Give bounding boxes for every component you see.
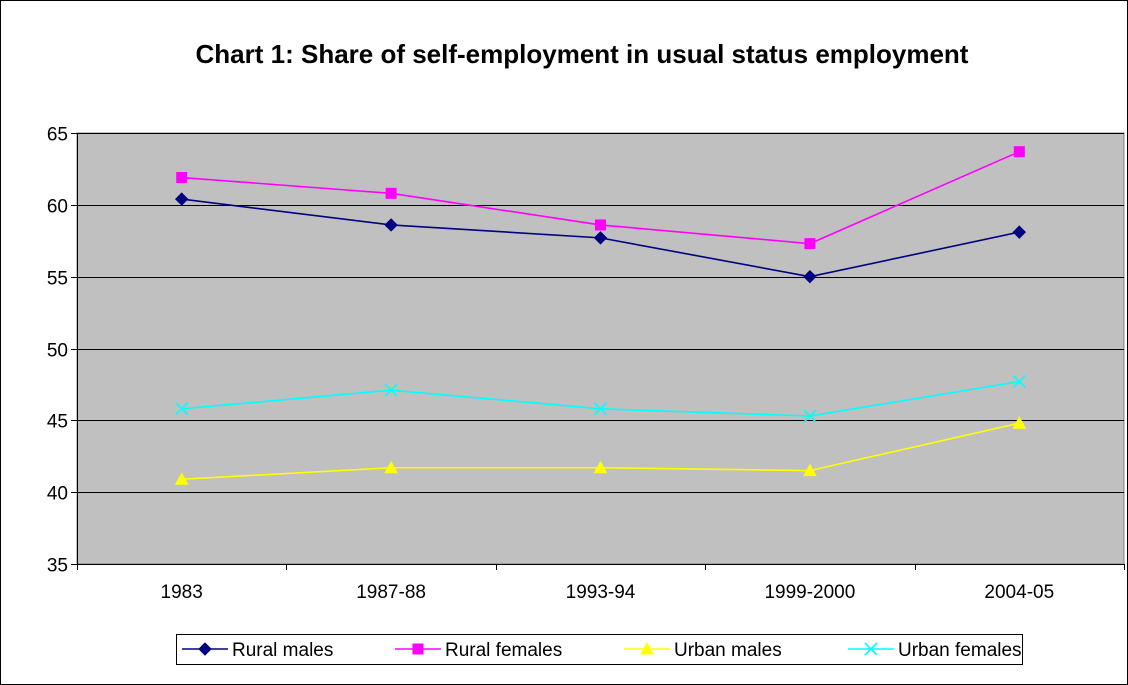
legend-item: Urban females	[848, 640, 1022, 661]
series-rural-females	[176, 146, 1025, 250]
data-point	[804, 238, 816, 250]
data-point	[384, 218, 398, 232]
data-point	[384, 460, 398, 474]
data-point	[803, 409, 817, 423]
data-point	[593, 460, 608, 474]
legend-item: Urban males	[624, 640, 782, 661]
legend-item: Rural males	[182, 640, 333, 661]
y-tick-label: 50	[47, 341, 68, 362]
gridlines	[77, 133, 1124, 493]
data-point	[593, 231, 608, 245]
legend-swatch-marker	[198, 642, 212, 656]
data-point	[174, 472, 189, 485]
y-tick-label: 55	[47, 269, 68, 290]
y-tick-label: 65	[47, 125, 68, 146]
y-tick-label: 35	[47, 556, 68, 577]
data-point	[175, 402, 189, 416]
legend-swatch-marker	[412, 643, 424, 655]
series-layer	[174, 146, 1027, 485]
data-point	[1012, 225, 1027, 239]
data-point	[384, 383, 398, 397]
data-point	[1012, 374, 1026, 389]
legend-swatch-marker	[864, 642, 878, 656]
chart-title: Chart 1: Share of self-employment in usu…	[196, 39, 969, 69]
data-point	[803, 269, 817, 284]
plot-area	[76, 132, 1125, 565]
legend: Rural males Rural females Urban males Urban…	[176, 634, 1023, 665]
data-point	[176, 172, 188, 184]
x-tick-label: 1987-88	[356, 582, 426, 603]
x-axis-ticks: 1983 1987-88 1993-94 1999-2000 2004-05	[77, 564, 1125, 603]
data-point	[803, 463, 817, 477]
series-urban-males	[174, 416, 1027, 485]
x-tick-label: 2004-05	[984, 582, 1054, 603]
series-urban-females	[175, 374, 1026, 423]
series-rural-males	[174, 192, 1027, 284]
legend-label: Rural females	[445, 640, 562, 661]
legend-label: Urban males	[674, 640, 782, 661]
y-tick-label: 60	[47, 197, 68, 218]
legend-swatch-marker	[640, 641, 654, 655]
y-tick-label: 45	[47, 412, 68, 433]
legend-label: Rural males	[232, 640, 333, 661]
y-tick-label: 40	[47, 484, 68, 505]
y-axis-ticks: 35 40 45 50 55 60 65	[47, 125, 77, 577]
data-point	[1013, 146, 1025, 158]
x-tick-label: 1999-2000	[764, 582, 855, 603]
x-tick-label: 1993-94	[566, 582, 636, 603]
axes	[77, 133, 1124, 565]
legend-item: Rural females	[395, 640, 562, 661]
data-point	[595, 219, 606, 231]
legend-label: Urban females	[898, 640, 1022, 661]
data-point	[174, 192, 189, 206]
data-point	[1012, 416, 1027, 429]
data-point	[385, 187, 397, 199]
x-tick-label: 1983	[161, 582, 203, 603]
data-point	[593, 402, 608, 416]
